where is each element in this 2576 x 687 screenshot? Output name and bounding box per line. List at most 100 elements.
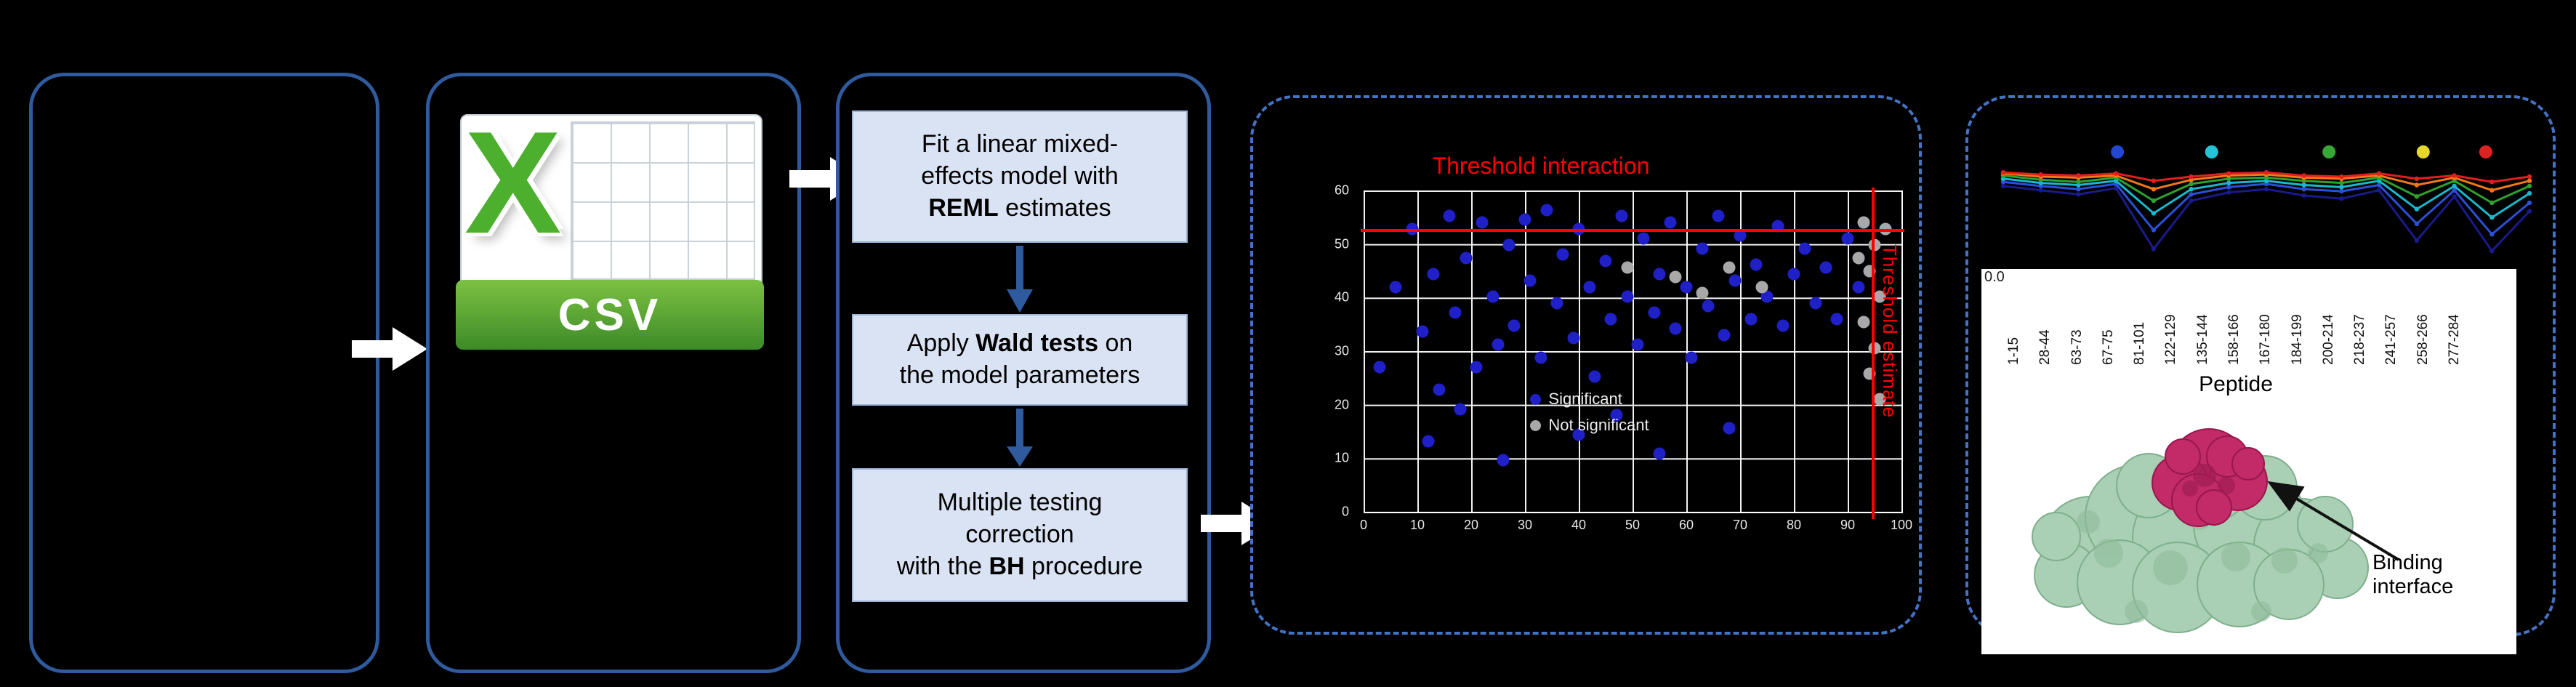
x-tick-label: 30 <box>1517 518 1533 532</box>
significant-peptide-dot <box>1760 290 1774 303</box>
series-vertex <box>2376 171 2382 176</box>
series-vertex <box>2527 178 2532 183</box>
significant-peptide-dot <box>1819 261 1832 274</box>
series-vertex <box>2339 174 2344 180</box>
legend-label: Significant <box>1548 390 1622 409</box>
y-tick-label: 10 <box>1334 450 1349 465</box>
series-vertex <box>2490 200 2495 206</box>
series-vertex <box>2000 183 2006 189</box>
series-vertex <box>2076 173 2081 178</box>
significant-peptide-dot <box>1696 242 1709 255</box>
legend-marker <box>1530 393 1542 405</box>
significant-peptide-dot <box>1604 313 1617 326</box>
peptide-label: 200-214 <box>2320 314 2336 365</box>
significant-peptide-dot <box>1610 409 1623 422</box>
nonsignificant-peptide-dot <box>1873 290 1886 303</box>
excel-x-logo: X <box>464 102 562 264</box>
significant-peptide-dot <box>1583 281 1596 294</box>
x-tick-label: 60 <box>1678 518 1694 532</box>
x-tick-label: 20 <box>1463 518 1479 532</box>
significant-peptide-dot <box>1728 274 1742 287</box>
peptide-label: 1-15 <box>2006 337 2021 365</box>
series-vertex <box>2339 196 2344 201</box>
peptide-label: 67-75 <box>2100 329 2116 365</box>
peptide-label: 241-257 <box>2383 314 2399 365</box>
down-arrow-icon <box>1007 246 1033 313</box>
significant-peptide-dot <box>1422 435 1435 448</box>
threshold-line-estimate <box>1872 188 1875 519</box>
series-vertex <box>2414 194 2420 199</box>
significant-peptide-dot <box>1389 281 1402 294</box>
significant-peptide-dot <box>1416 325 1429 338</box>
flow-arrow-icon <box>352 327 427 371</box>
series-vertex <box>2151 187 2157 192</box>
significant-peptide-dot <box>1669 322 1682 335</box>
significant-peptide-dot <box>1508 319 1521 332</box>
series-vertex <box>2226 180 2231 185</box>
scatter-y-ticks: 60 50 40 30 20 10 0 <box>1307 183 1355 519</box>
significant-peptide-dot <box>1680 281 1693 294</box>
series-vertex <box>2527 209 2532 214</box>
significant-peptide-dot <box>1540 204 1553 217</box>
peptide-label: 258-266 <box>2415 314 2431 365</box>
significant-peptide-dot <box>1556 248 1569 261</box>
uptake-chart <box>2000 145 2532 254</box>
significant-peptide-dot <box>1723 422 1736 435</box>
nonsignificant-peptide-dot <box>1669 270 1682 284</box>
protein-structure <box>2032 428 2369 633</box>
significant-peptide-dot <box>1454 403 1467 416</box>
down-arrow-icon <box>1007 409 1033 467</box>
uptake-series-navy <box>2003 185 2531 252</box>
series-vertex <box>2076 192 2081 197</box>
nonsignificant-peptide-dot <box>1857 316 1870 329</box>
significant-peptide-dot <box>1492 338 1505 351</box>
significant-peptide-dot <box>1841 232 1854 245</box>
threshold-interaction-label: Threshold interaction <box>1432 153 1650 179</box>
significant-peptide-dot <box>1599 254 1612 268</box>
x-tick-label: 50 <box>1625 518 1641 532</box>
nonsignificant-peptide-dot <box>1621 261 1634 274</box>
significant-peptide-dot <box>1631 338 1644 351</box>
significant-peptide-dot <box>1486 290 1500 303</box>
series-vertex <box>2301 193 2306 198</box>
peptide-label: 28-44 <box>2037 329 2053 365</box>
threshold-estimate-label: Threshold estimate <box>1879 244 1901 419</box>
y-tick-label: 20 <box>1334 397 1349 412</box>
significant-peptide-dot <box>1476 216 1489 229</box>
series-vertex <box>2490 214 2495 220</box>
significant-peptide-dot <box>1534 351 1547 364</box>
significant-peptide-dot <box>1718 329 1731 342</box>
x-tick-label: 100 <box>1890 518 1913 532</box>
series-vertex <box>2076 187 2081 192</box>
series-vertex <box>2038 188 2043 193</box>
series-vertex <box>2490 180 2495 185</box>
significant-peptide-dot <box>1685 351 1698 364</box>
step-fit-mixed-model: Fit a linear mixed- effects model with R… <box>852 111 1188 243</box>
series-vertex <box>2000 180 2006 185</box>
series-vertex <box>2339 188 2344 194</box>
peptide-label: 218-237 <box>2352 314 2368 365</box>
series-vertex <box>2151 198 2157 204</box>
series-vertex <box>2452 183 2457 189</box>
series-vertex <box>2151 246 2157 252</box>
series-vertex <box>2527 200 2532 206</box>
csv-ribbon-label: CSV <box>456 280 764 350</box>
significant-peptide-dot <box>1664 216 1677 229</box>
csv-grid <box>571 121 755 280</box>
significant-peptide-dot <box>1734 229 1747 242</box>
timepoint-legend-dot <box>2111 145 2125 158</box>
series-vertex <box>2113 171 2119 176</box>
binding-interface-label: Binding interface <box>2372 551 2454 599</box>
significant-peptide-dot <box>1502 238 1516 252</box>
series-vertex <box>2414 238 2420 243</box>
peptide-label: 122-129 <box>2163 314 2179 365</box>
significant-peptide-dot <box>1637 232 1650 245</box>
significant-peptide-dot <box>1653 268 1666 281</box>
peptide-label: 81-101 <box>2132 321 2148 365</box>
significant-peptide-dot <box>1373 361 1386 374</box>
series-vertex <box>2414 176 2420 181</box>
nonsignificant-peptide-dot <box>1755 281 1768 294</box>
peptide-structure-panel: 0.0 1-15 28-44 63-73 67-75 81-101 122-129 135-… <box>1981 269 2516 654</box>
series-vertex <box>2339 180 2344 185</box>
